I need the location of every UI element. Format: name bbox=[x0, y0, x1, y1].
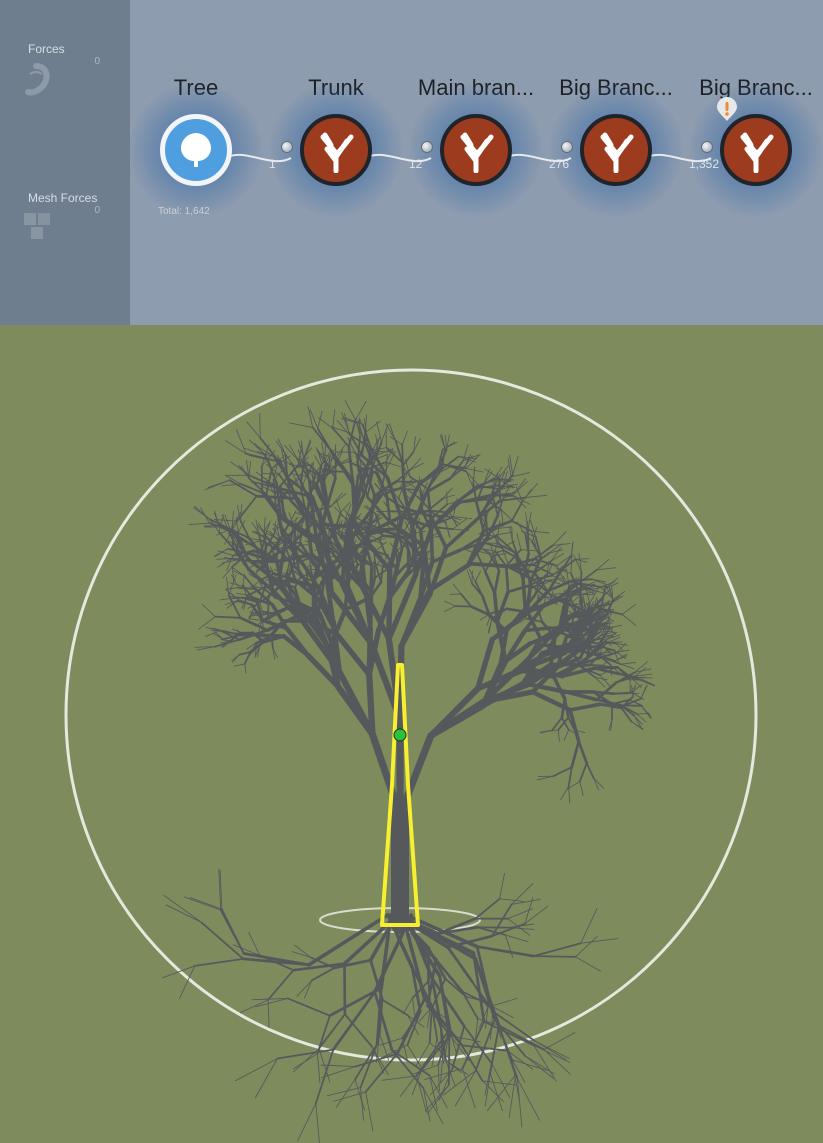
mesh-force-icon bbox=[18, 209, 62, 245]
node-title: Tree bbox=[174, 75, 218, 101]
node-graph-panel: Forces 0 Mesh Forces 0 Tree bbox=[0, 0, 823, 325]
graph-sidebar: Forces 0 Mesh Forces 0 bbox=[0, 0, 130, 325]
node-input-port[interactable] bbox=[421, 141, 433, 153]
forces-count: 0 bbox=[94, 56, 100, 67]
mesh-forces-section[interactable]: Mesh Forces 0 bbox=[18, 209, 130, 250]
mesh-forces-count: 0 bbox=[94, 205, 100, 216]
total-count-label: Total: 1,642 bbox=[158, 206, 210, 217]
boundary-ring bbox=[66, 370, 756, 1060]
node-title: Trunk bbox=[308, 75, 363, 101]
node-disc[interactable] bbox=[160, 114, 232, 186]
generator-node[interactable]: Trunk 1 bbox=[266, 105, 406, 195]
node-title: Main bran... bbox=[418, 75, 534, 101]
forces-label: Forces bbox=[28, 42, 65, 56]
warning-icon bbox=[717, 97, 737, 121]
node-input-port[interactable] bbox=[701, 141, 713, 153]
viewport-3d[interactable] bbox=[0, 325, 823, 1143]
graph-canvas[interactable]: Tree Total: 1,642 Trunk 1 bbox=[130, 0, 823, 325]
node-input-port[interactable] bbox=[281, 141, 293, 153]
node-input-port[interactable] bbox=[561, 141, 573, 153]
node-title: Big Branc... bbox=[559, 75, 673, 101]
mesh-forces-label: Mesh Forces bbox=[28, 191, 97, 205]
generator-node[interactable]: Tree Total: 1,642 bbox=[126, 105, 266, 195]
forces-section[interactable]: Forces 0 bbox=[18, 60, 130, 109]
wind-force-icon bbox=[18, 60, 62, 104]
generator-node[interactable]: Main bran... 12 bbox=[406, 105, 546, 195]
node-disc[interactable] bbox=[580, 114, 652, 186]
node-disc[interactable] bbox=[300, 114, 372, 186]
node-disc[interactable] bbox=[440, 114, 512, 186]
pivot-gizmo[interactable] bbox=[394, 729, 406, 741]
generator-node[interactable]: Big Branc... 1,352 bbox=[686, 105, 823, 195]
generator-node[interactable]: Big Branc... 276 bbox=[546, 105, 686, 195]
node-disc[interactable] bbox=[720, 114, 792, 186]
